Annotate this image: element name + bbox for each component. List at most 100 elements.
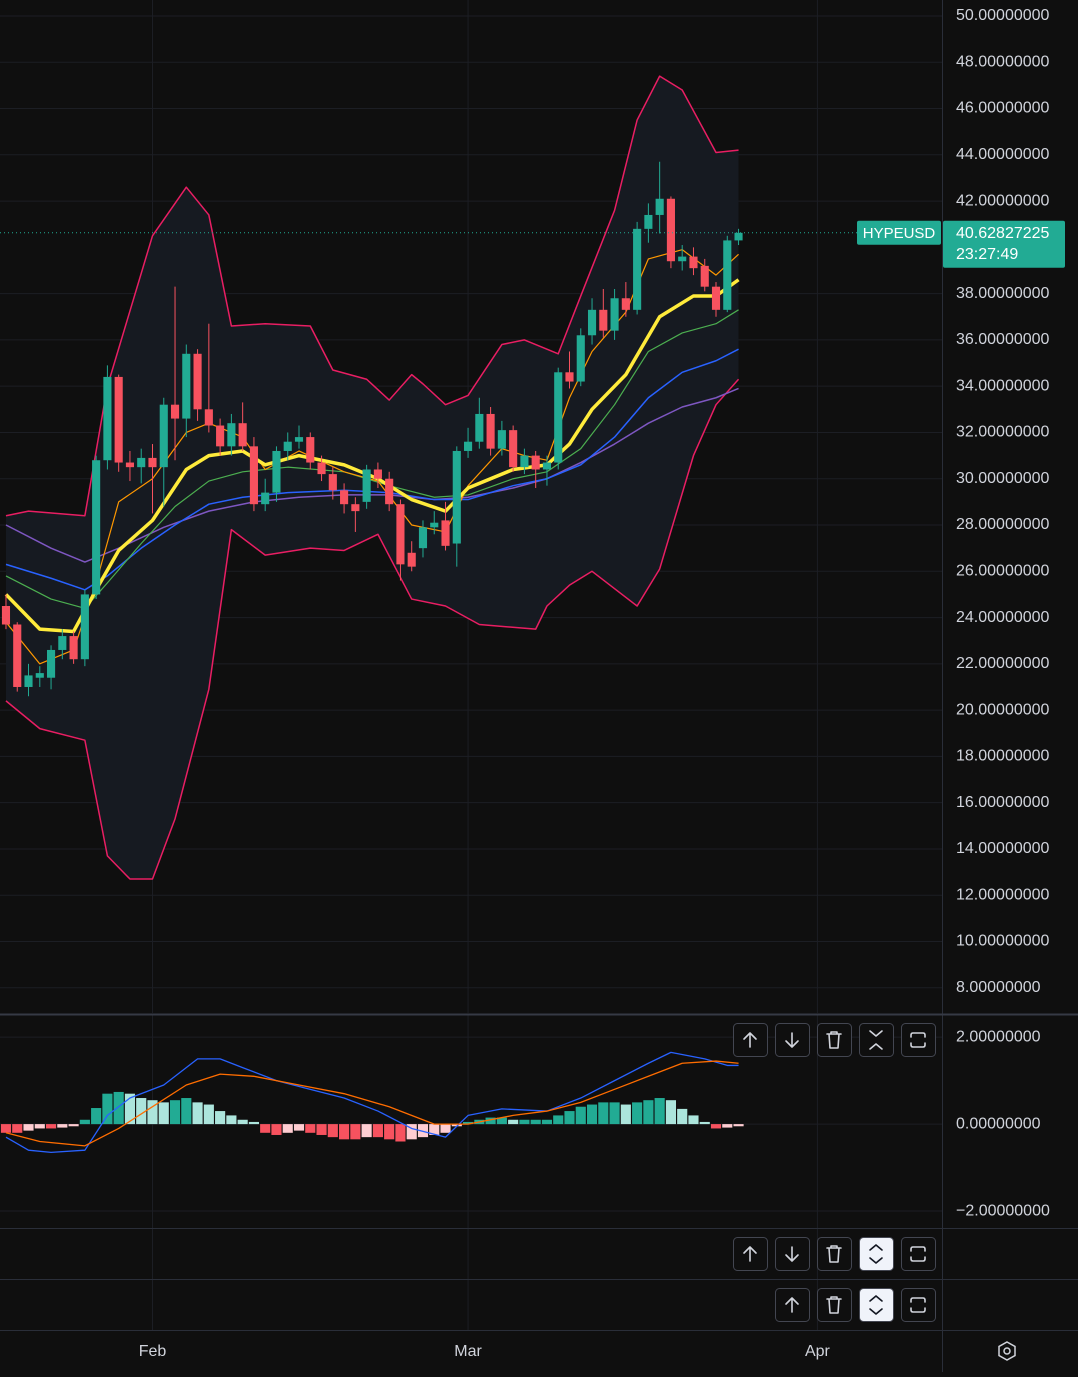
candle-body	[373, 469, 382, 479]
candle-body	[204, 409, 213, 426]
expand-button[interactable]	[859, 1237, 894, 1271]
candle-body	[610, 298, 619, 331]
candle-body	[497, 430, 506, 449]
histogram-bar	[496, 1117, 507, 1125]
y-tick-label: 32.00000000	[956, 424, 1050, 441]
histogram-bar	[181, 1098, 192, 1125]
histogram-bar	[609, 1102, 620, 1125]
maximize-button[interactable]	[901, 1288, 936, 1322]
y-tick-label: 46.00000000	[956, 100, 1050, 117]
y-tick-label: 30.00000000	[956, 470, 1050, 487]
histogram-bar	[440, 1124, 451, 1133]
move-up-button[interactable]	[733, 1023, 768, 1057]
maximize-button[interactable]	[901, 1023, 936, 1057]
candle-body	[452, 450, 461, 544]
move-up-button[interactable]	[775, 1288, 810, 1322]
y-tick-label: 42.00000000	[956, 192, 1050, 209]
candle-body	[170, 404, 180, 419]
delete-button[interactable]	[817, 1023, 852, 1057]
y-tick-label: 50.00000000	[956, 7, 1050, 24]
candle-body	[35, 673, 44, 678]
settings-button[interactable]	[998, 1341, 1016, 1361]
histogram-bar	[722, 1124, 733, 1128]
histogram-bar	[271, 1124, 282, 1135]
histogram-bar	[733, 1124, 744, 1127]
histogram-bar	[508, 1119, 519, 1125]
histogram-bar	[282, 1124, 293, 1133]
indicator-line	[5, 378, 740, 880]
histogram-bar	[350, 1124, 361, 1140]
histogram-bar	[451, 1124, 462, 1127]
maximize-button[interactable]	[901, 1237, 936, 1271]
delete-button[interactable]	[817, 1288, 852, 1322]
histogram-bar	[12, 1124, 23, 1133]
histogram-bar	[0, 1124, 12, 1133]
candle-body	[576, 335, 585, 382]
histogram-bar	[406, 1124, 417, 1140]
candle-body	[565, 372, 574, 382]
candle-body	[587, 309, 597, 336]
move-up-button[interactable]	[733, 1237, 768, 1271]
candle-body	[80, 594, 89, 660]
candle-body	[317, 462, 326, 475]
histogram-bar	[710, 1124, 722, 1129]
candle-body	[306, 437, 315, 463]
candle-body	[520, 455, 529, 468]
y-tick-label: 26.00000000	[956, 563, 1050, 580]
histogram-bar	[519, 1119, 530, 1125]
pane-toolbar	[775, 1288, 936, 1322]
y-tick-label: 44.00000000	[956, 146, 1050, 163]
candle-body	[633, 228, 642, 310]
expand-button[interactable]	[859, 1288, 894, 1322]
candle-body	[227, 423, 236, 447]
y-tick-label: 10.00000000	[956, 933, 1050, 950]
y-tick-label: 2.00000000	[956, 1028, 1041, 1045]
candle-body	[666, 198, 675, 262]
candle-body	[125, 462, 135, 468]
y-tick-label: 48.00000000	[956, 53, 1050, 70]
histogram-bar	[462, 1121, 474, 1125]
candle-body	[554, 372, 563, 463]
candle-body	[418, 527, 428, 549]
histogram-bar	[699, 1121, 710, 1125]
candle-body	[621, 298, 630, 310]
y-tick-label: 16.00000000	[956, 794, 1050, 811]
delete-button[interactable]	[817, 1237, 852, 1271]
histogram-bar	[429, 1124, 440, 1135]
candle-body	[238, 423, 247, 447]
candle-body	[294, 437, 304, 442]
candle-body	[734, 232, 743, 241]
histogram-bar	[226, 1115, 237, 1125]
macd-line	[5, 1060, 739, 1147]
candle-body	[24, 675, 33, 687]
histogram-bar	[339, 1124, 350, 1140]
candle-body	[723, 240, 732, 310]
collapse-button[interactable]	[859, 1023, 894, 1057]
candle-body	[644, 214, 653, 229]
histogram-bar	[665, 1100, 677, 1125]
candle-body	[182, 353, 191, 419]
histogram-bar	[23, 1124, 34, 1131]
candle-body	[678, 256, 687, 262]
histogram-bar	[485, 1117, 496, 1125]
last-price-label: 40.62827225	[956, 225, 1050, 242]
pane-toolbar	[733, 1237, 936, 1271]
histogram-bar	[102, 1093, 113, 1125]
move-down-button[interactable]	[775, 1237, 810, 1271]
candle-body	[137, 457, 146, 468]
candle-body	[486, 413, 495, 449]
y-tick-label: 22.00000000	[956, 655, 1050, 672]
histogram-bar	[643, 1100, 654, 1125]
indicator-line	[5, 75, 739, 517]
y-tick-label: 14.00000000	[956, 840, 1050, 857]
y-tick-label: 18.00000000	[956, 748, 1050, 765]
y-tick-label: 20.00000000	[956, 701, 1050, 718]
candle-body	[46, 649, 56, 678]
histogram-bar	[541, 1119, 553, 1125]
y-tick-label: −2.00000000	[956, 1202, 1050, 1219]
histogram-bar	[688, 1115, 699, 1125]
move-down-button[interactable]	[775, 1023, 810, 1057]
candle-body	[261, 492, 270, 505]
overlay: Feb Mar Apr 50.00000000 48.00000000 46.000000…	[139, 7, 1065, 1360]
